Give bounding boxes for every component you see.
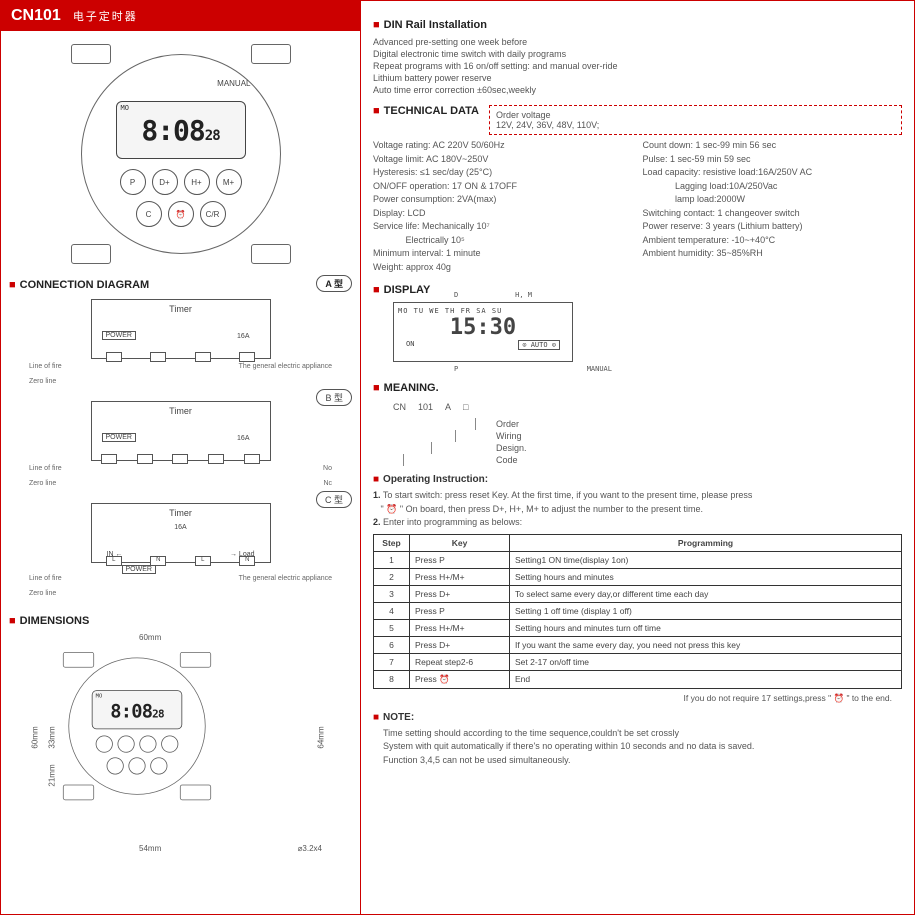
table-row: 3Press D+To select same every day,or dif… — [374, 585, 902, 602]
tech-spec: Display: LCD — [373, 207, 633, 221]
tech-spec: Weight: approx 40g — [373, 261, 633, 275]
table-row: 4Press PSetting 1 off time (display 1 of… — [374, 602, 902, 619]
btn-h: H+ — [184, 169, 210, 195]
tech-spec: Service life: Mechanically 10⁷ — [373, 220, 633, 234]
dimensions-title: ■DIMENSIONS — [9, 615, 352, 627]
device-illustration: MANUAL MO 8:0828 P D+ H+ M+ C ⏰ C/R — [66, 39, 296, 269]
dimensions-diagram: 60mm 60mm 21mm 33mm 64mm 54mm ⌀3.2x4 MO … — [9, 633, 352, 853]
manual-label: MANUAL — [217, 79, 250, 88]
btn-cr: C/R — [200, 201, 226, 227]
btn-d: D+ — [152, 169, 178, 195]
instruction-text: 1. To start switch: press reset Key. At … — [373, 489, 902, 530]
btn-m: M+ — [216, 169, 242, 195]
table-row: 2Press H+/M+Setting hours and minutes — [374, 568, 902, 585]
header-bar: CN101 电子定时器 — [1, 1, 360, 31]
table-row: 6Press D+If you want the same every day,… — [374, 636, 902, 653]
table-row: 5Press H+/M+Setting hours and minutes tu… — [374, 619, 902, 636]
meaning-title: ■MEANING. — [373, 382, 902, 394]
tech-spec: Hysteresis: ≤1 sec/day (25°C) — [373, 166, 633, 180]
note-title: ■NOTE: — [373, 712, 902, 723]
tech-data: Voltage rating: AC 220V 50/60Hz Voltage … — [373, 139, 902, 274]
col-step: Step — [374, 534, 410, 551]
meaning-diagram: CN 101 A □ Order Wiring Design. Code — [373, 400, 902, 466]
tech-spec: Ambient humidity: 35~85%RH — [643, 247, 903, 261]
tech-spec: lamp load:2000W — [643, 193, 903, 207]
type-c-badge: C 型 — [316, 491, 352, 508]
type-b-badge: B 型 — [316, 389, 352, 406]
programming-table: Step Key Programming 1Press PSetting1 ON… — [373, 534, 902, 689]
install-title: ■DIN Rail Installation — [373, 19, 902, 31]
lcd-day: MO — [117, 102, 245, 114]
lcd-screen: MO 8:0828 — [116, 101, 246, 159]
tech-spec: Ambient temperature: -10~+40°C — [643, 234, 903, 248]
tech-spec: Voltage limit: AC 180V~250V — [373, 153, 633, 167]
operating-title: ■Operating Instruction: — [373, 474, 902, 485]
feature-list: Advanced pre-setting one week before Dig… — [373, 37, 902, 95]
header-subtitle: 电子定时器 — [73, 8, 138, 24]
tech-spec: Load capacity: resistive load:16A/250V A… — [643, 166, 903, 180]
feature-item: Advanced pre-setting one week before — [373, 37, 902, 47]
table-footnote: If you do not require 17 settings,press … — [373, 693, 902, 704]
feature-item: Auto time error correction ±60sec,weekly — [373, 85, 902, 95]
table-row: 1Press PSetting1 ON time(display 1on) — [374, 551, 902, 568]
connection-title: ■CONNECTION DIAGRAM A 型 — [9, 279, 352, 291]
device-buttons: P D+ H+ M+ C ⏰ C/R — [106, 169, 256, 227]
table-row: 8Press ⏰End — [374, 670, 902, 688]
tech-spec: Pulse: 1 sec-59 min 59 sec — [643, 153, 903, 167]
lcd-time-sec: 28 — [205, 128, 220, 144]
tech-spec: Switching contact: 1 changeover switch — [643, 207, 903, 221]
display-title: ■DISPLAY — [373, 284, 902, 296]
conn-diagram-b: Timer POWER 16A — [91, 401, 271, 461]
btn-p: P — [120, 169, 146, 195]
tech-title: ■TECHNICAL DATA — [373, 105, 479, 117]
feature-item: Lithium battery power reserve — [373, 73, 902, 83]
tech-spec: Electrically 10⁵ — [373, 234, 633, 248]
conn-diagram-c: Timer 16A IN ← → Load LNLN POWER — [91, 503, 271, 563]
tech-spec: Minimum interval: 1 minute — [373, 247, 633, 261]
tech-spec: Voltage rating: AC 220V 50/60Hz — [373, 139, 633, 153]
tech-spec: Lagging load:10A/250Vac — [643, 180, 903, 194]
lcd-time-main: 8:08 — [141, 114, 204, 147]
note-text: Time setting should according to the tim… — [373, 727, 902, 768]
tech-spec: Power consumption: 2VA(max) — [373, 193, 633, 207]
order-voltage-box: Order voltage 12V, 24V, 36V, 48V, 110V; — [489, 105, 902, 135]
tech-spec: Power reserve: 3 years (Lithium battery) — [643, 220, 903, 234]
model-number: CN101 — [11, 7, 61, 25]
tech-spec: ON/OFF operation: 17 ON & 17OFF — [373, 180, 633, 194]
tech-spec: Count down: 1 sec-99 min 56 sec — [643, 139, 903, 153]
btn-clock: ⏰ — [168, 201, 194, 227]
table-row: 7Repeat step2-6Set 2-17 on/off time — [374, 653, 902, 670]
display-diagram: MO TU WE TH FR SA SU 15:30 ON ⊙ AUTO ⊙ D… — [393, 302, 573, 362]
feature-item: Digital electronic time switch with dail… — [373, 49, 902, 59]
type-a-badge: A 型 — [316, 275, 352, 292]
col-key: Key — [410, 534, 510, 551]
col-prog: Programming — [510, 534, 902, 551]
conn-diagram-a: Timer POWER 16A — [91, 299, 271, 359]
btn-c: C — [136, 201, 162, 227]
feature-item: Repeat programs with 16 on/off setting: … — [373, 61, 902, 71]
